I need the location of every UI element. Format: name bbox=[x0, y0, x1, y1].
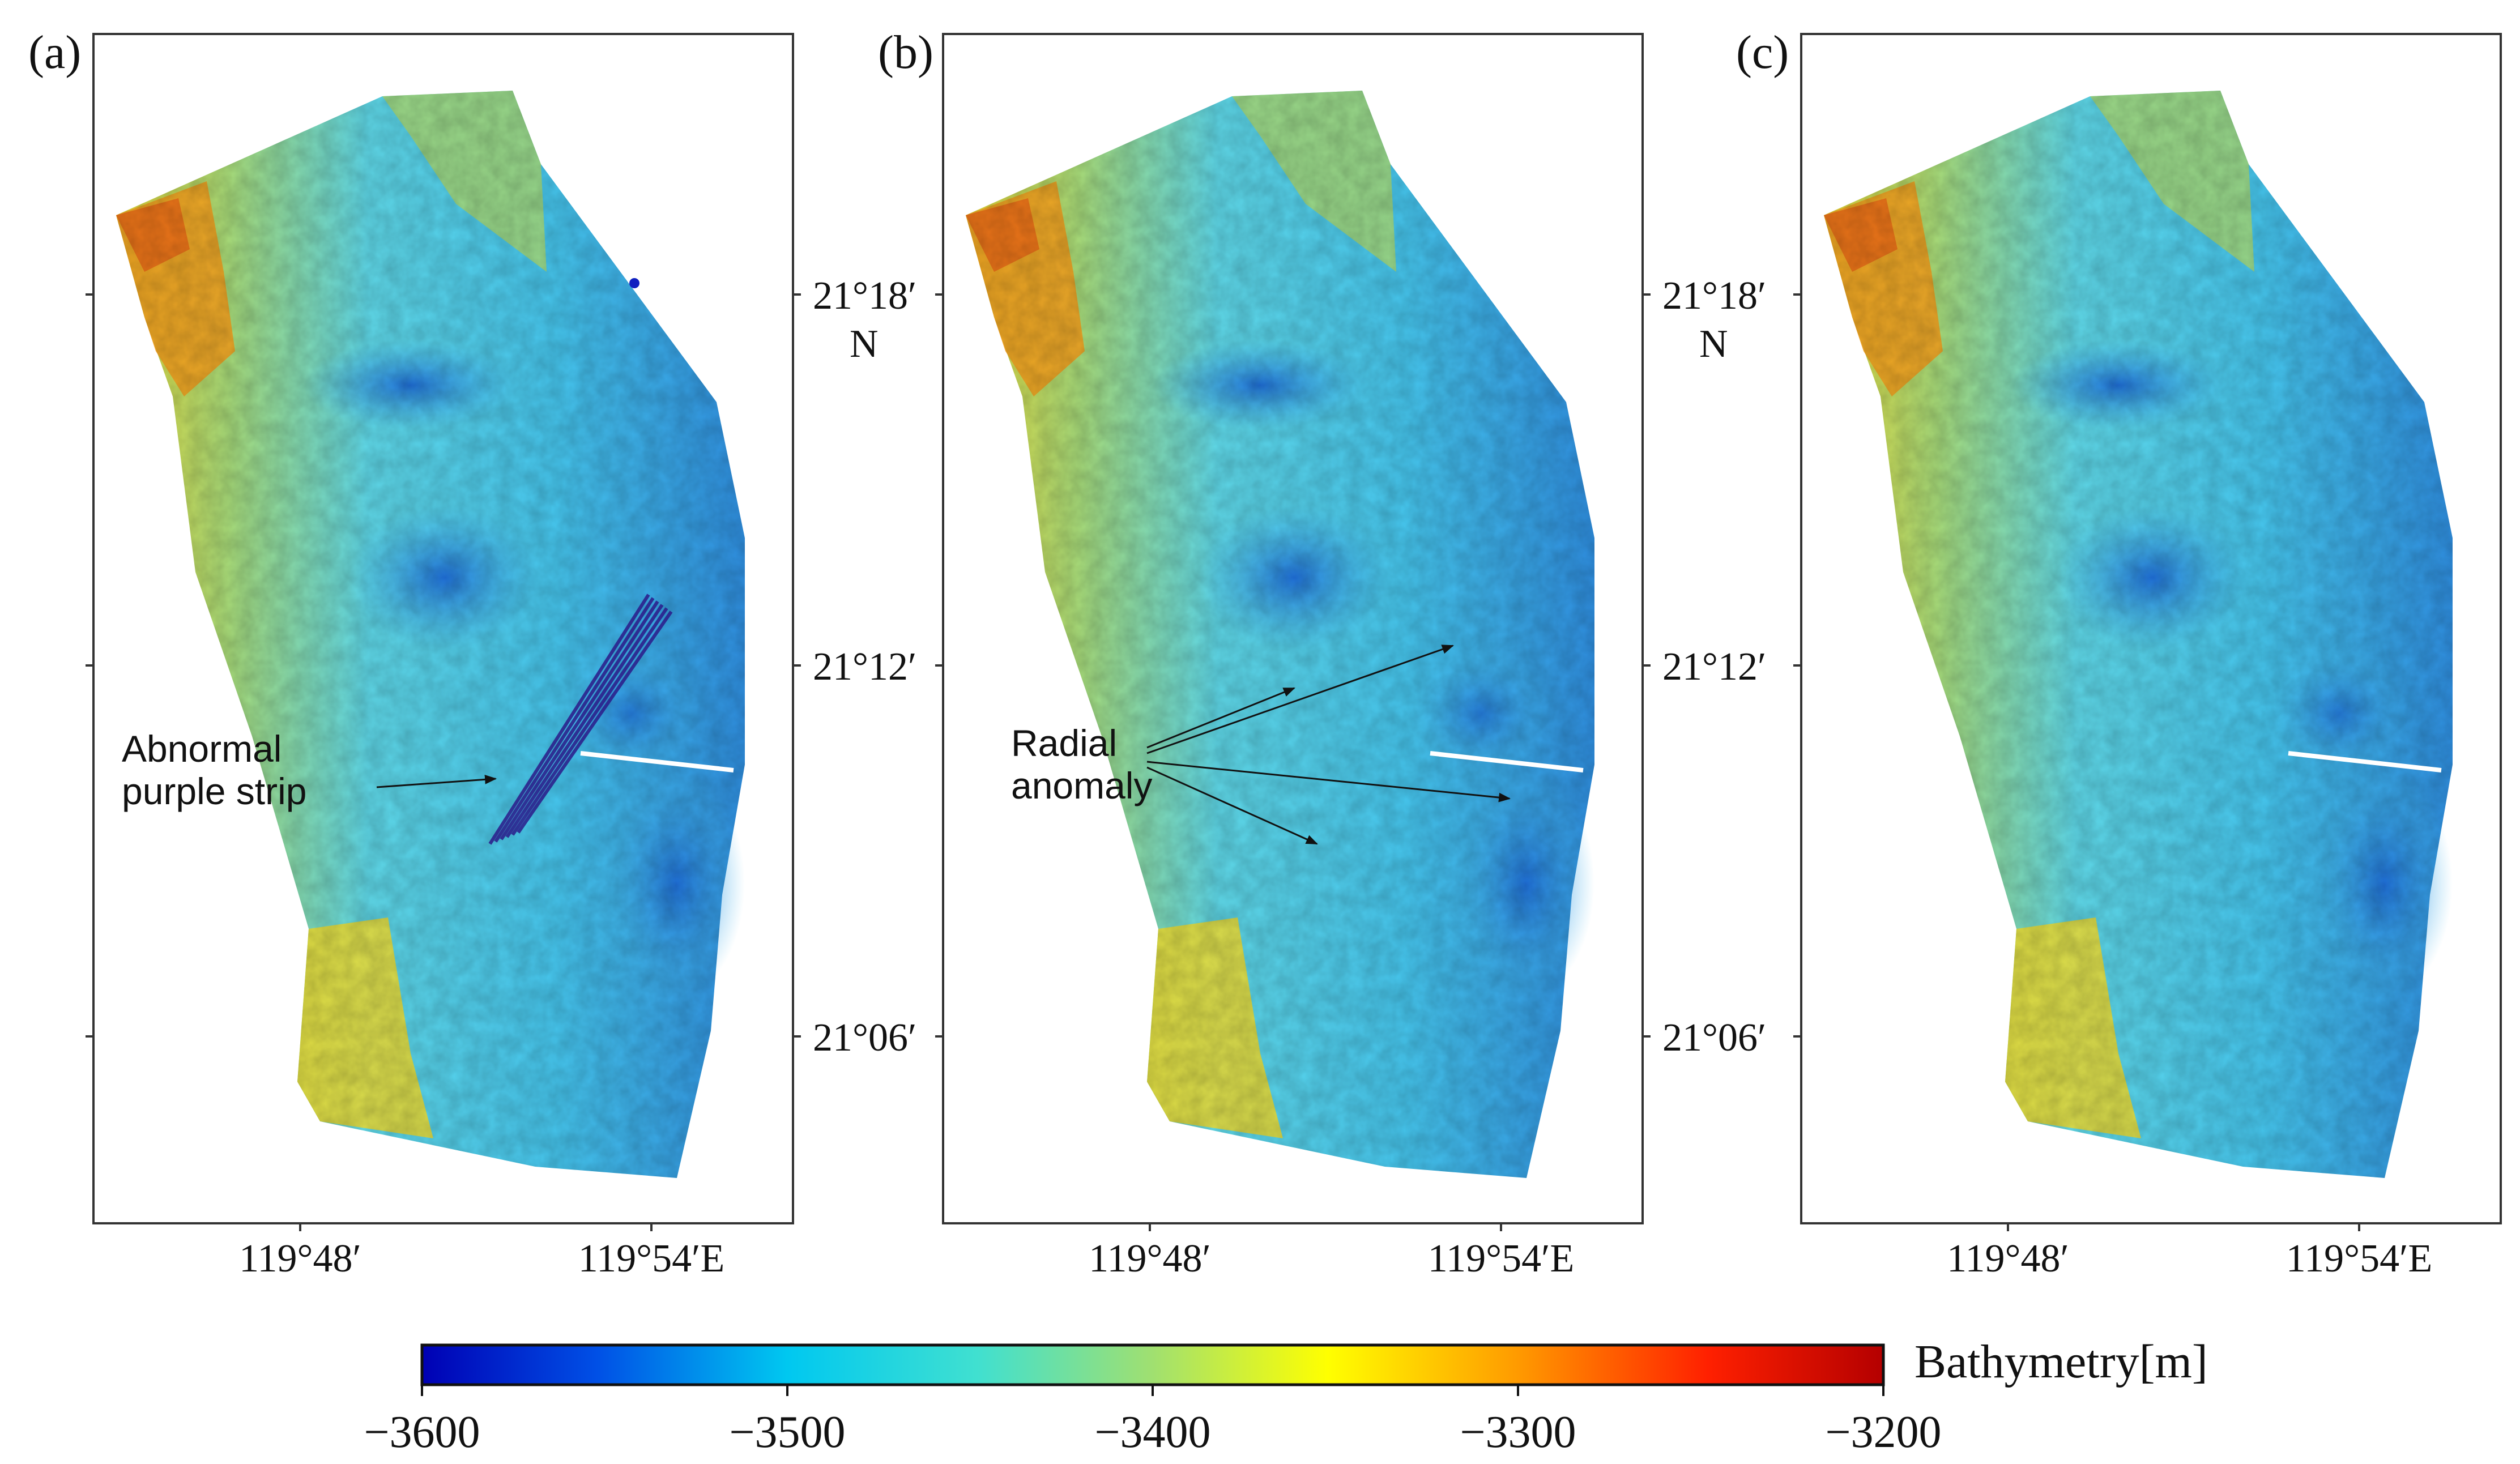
colorbar-tick-label: −3500 bbox=[729, 1407, 845, 1457]
colorbar-tick-label: −3600 bbox=[364, 1407, 480, 1457]
bathymetry-swath bbox=[116, 91, 745, 1178]
lon-tick-label: 119°54′E bbox=[2286, 1237, 2432, 1281]
lat-tick-label: 21°06′ bbox=[813, 1016, 916, 1060]
colorbar: −3600 −3500 −3400 −3300 −3200 Bathymetry[m] bbox=[364, 1335, 2207, 1457]
lon-tick-label: 119°54′E bbox=[1428, 1237, 1574, 1281]
colorbar-title: Bathymetry[m] bbox=[1914, 1335, 2208, 1388]
lat-tick-label: 21°06′ bbox=[1662, 1016, 1766, 1060]
north-label: N bbox=[850, 322, 879, 366]
lon-tick-label: 119°54′E bbox=[578, 1237, 724, 1281]
map-panel-3: (c) 119°48′ 119°54′E bbox=[1736, 26, 2502, 1281]
lat-tick-label: 21°12′ bbox=[1662, 645, 1766, 689]
lon-tick-label: 119°48′ bbox=[1947, 1237, 2069, 1281]
map-panel-2: (b) 21°18′ 21°12′ 21°06′ N 119°48′ 119°54′E Rad… bbox=[878, 26, 1766, 1281]
bathymetry-swath bbox=[966, 91, 1594, 1178]
colorbar-tick-label: −3200 bbox=[1825, 1407, 1941, 1457]
colorbar-tick-label: −3300 bbox=[1460, 1407, 1576, 1457]
colorbar-gradient bbox=[420, 1343, 1885, 1386]
annotation-text: Radial bbox=[1011, 722, 1117, 764]
colorbar-tick-label: −3400 bbox=[1094, 1407, 1210, 1457]
lon-tick-label: 119°48′ bbox=[239, 1237, 361, 1281]
annotation-text: anomaly bbox=[1011, 765, 1152, 806]
bathymetry-swath bbox=[1824, 91, 2453, 1178]
purple-strip-anomaly bbox=[488, 594, 673, 845]
panel-label: (a) bbox=[28, 26, 81, 79]
lat-tick-label: 21°12′ bbox=[813, 645, 916, 689]
panel-label: (c) bbox=[1736, 26, 1789, 79]
map-panel-1: (a) 21°18′ 21°12′ 21°06′ N 119°48′ 119°54′E Abn… bbox=[28, 26, 916, 1281]
annotation-text: purple strip bbox=[122, 770, 307, 812]
panel-label: (b) bbox=[878, 26, 933, 79]
lat-tick-label: 21°18′ bbox=[1662, 274, 1766, 318]
lat-tick-label: 21°18′ bbox=[813, 274, 916, 318]
lon-tick-label: 119°48′ bbox=[1089, 1237, 1211, 1281]
annotation-text: Abnormal bbox=[122, 728, 282, 770]
north-label: N bbox=[1699, 322, 1728, 366]
